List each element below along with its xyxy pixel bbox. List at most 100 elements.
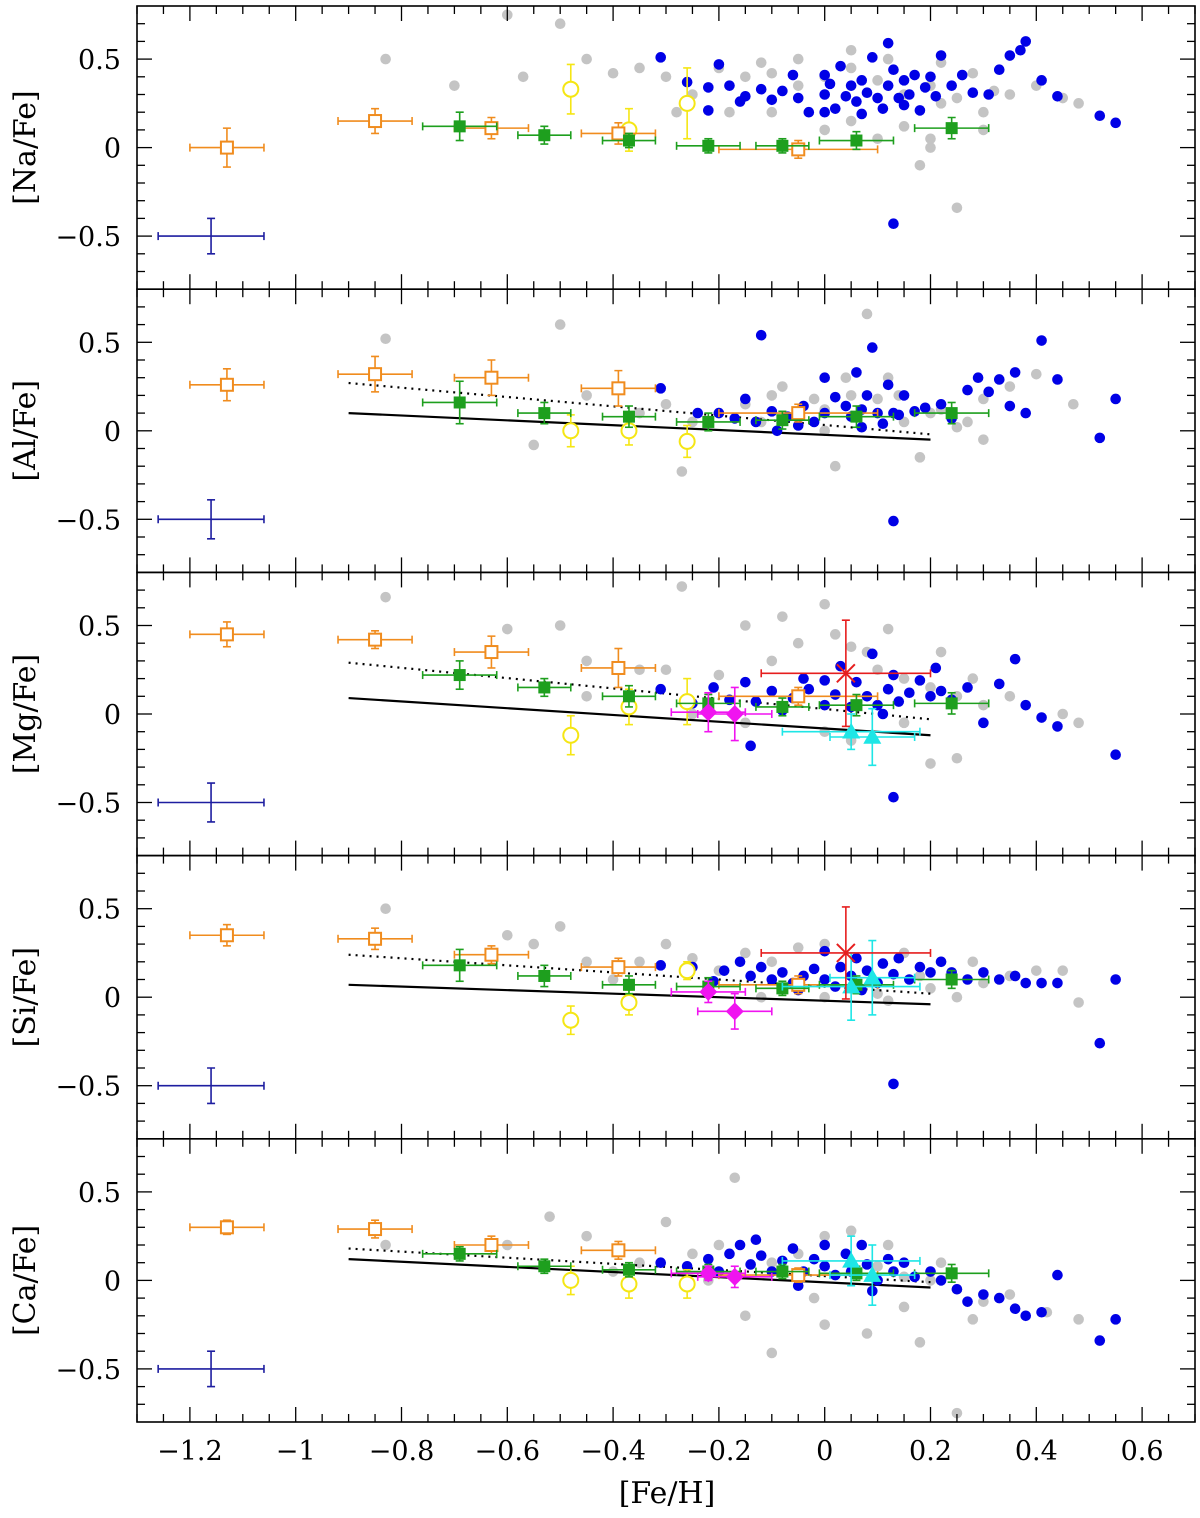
green-filled-square [538, 129, 551, 142]
grey-point [1004, 89, 1016, 100]
blue-point [1094, 110, 1106, 122]
grey-point [967, 1314, 979, 1325]
blue-point [803, 683, 815, 695]
grey-point [951, 92, 963, 104]
blue-point [1110, 117, 1121, 129]
blue-point [787, 69, 799, 81]
blue-point [993, 64, 1005, 76]
blue-point [835, 60, 846, 72]
grey-point [819, 1319, 830, 1330]
blue-point [925, 967, 936, 978]
yellow-open-circle [562, 1011, 580, 1029]
green-filled-square [945, 697, 958, 710]
grey-point [951, 991, 963, 1003]
grey-point [914, 452, 926, 463]
plot-area [157, 308, 1121, 540]
grey-point [951, 752, 963, 764]
x-tick-label: 0.6 [1121, 1436, 1164, 1467]
blue-point [856, 75, 868, 86]
grey-point [449, 80, 460, 91]
grey-point [882, 53, 894, 65]
blue-point [951, 1283, 963, 1295]
grey-point [819, 425, 830, 437]
x-tick-label: −1.2 [157, 1436, 223, 1467]
grey-point [676, 466, 688, 477]
grey-point [1004, 381, 1016, 392]
blue-point [655, 1257, 667, 1268]
panel-frame [136, 5, 1196, 291]
panel-frame [136, 854, 1196, 1140]
blue-point [877, 958, 889, 969]
blue-point [877, 418, 889, 430]
grey-point [766, 1347, 778, 1359]
panel-2: −0.5 0 0.5 [Mg/Fe] [8, 571, 1196, 857]
blue-point [1036, 712, 1047, 723]
y-tick-label: 0.5 [78, 612, 121, 643]
blue-point [655, 960, 667, 971]
blue-point [972, 372, 984, 384]
orange-open-square [219, 377, 234, 392]
grey-point [829, 629, 841, 640]
grey-point [740, 947, 751, 959]
green-filled-square [622, 978, 635, 991]
green-filled-square [622, 690, 635, 703]
blue-point [1009, 970, 1021, 982]
blue-point [935, 398, 947, 410]
x-tick-label: −1 [276, 1436, 316, 1467]
green-filled-square [776, 139, 789, 152]
blue-point [962, 384, 973, 396]
green-filled-square [538, 407, 551, 420]
blue-point [1036, 1306, 1047, 1318]
blue-point [1036, 977, 1047, 989]
grey-point [634, 956, 645, 968]
x-tick-label: 0 [816, 1436, 833, 1467]
magenta-diamond [699, 1264, 718, 1283]
grey-point [380, 903, 391, 914]
blue-point [766, 974, 778, 985]
blue-point [724, 1248, 735, 1260]
blue-point [1052, 90, 1063, 102]
blue-point [755, 83, 767, 95]
magenta-diamond [725, 705, 744, 723]
red-cross-mark [836, 663, 856, 683]
grey-point [962, 416, 973, 428]
blue-point [882, 37, 894, 49]
grey-point [967, 673, 979, 684]
blue-point [904, 974, 915, 985]
grey-point [882, 995, 894, 1007]
grey-point [1004, 1289, 1016, 1300]
grey-point [792, 80, 804, 91]
grey-point [634, 407, 645, 419]
grey-point [687, 1248, 698, 1260]
grey-point [978, 977, 989, 989]
blue-point [872, 92, 883, 104]
grey-point [660, 398, 672, 410]
blue-point [740, 393, 751, 405]
blue-point [819, 1260, 830, 1272]
blue-point [803, 106, 815, 118]
grey-point [671, 106, 682, 118]
green-filled-square [850, 699, 863, 712]
blue-point [681, 1260, 693, 1272]
green-filled-square [850, 134, 863, 147]
blue-point [1004, 50, 1016, 61]
blue-point [993, 374, 1005, 385]
y-tick-label: 0 [104, 983, 121, 1014]
panel-3: −0.5 0 0.5 [Si/Fe] [8, 854, 1196, 1140]
blue-point [819, 89, 830, 100]
grey-point [1073, 1314, 1084, 1325]
blue-point [983, 89, 994, 100]
magenta-diamond [725, 1002, 744, 1021]
orange-open-square [219, 140, 234, 155]
blue-point [1009, 653, 1021, 665]
plot-area [157, 581, 1121, 823]
orange-open-square [611, 960, 626, 975]
blue-point [851, 96, 862, 107]
orange-open-square [611, 381, 626, 396]
yellow-open-circle [562, 80, 580, 98]
grey-point [978, 699, 989, 711]
blue-point [882, 1253, 894, 1265]
blue-point [978, 967, 989, 978]
grey-point [792, 637, 804, 649]
